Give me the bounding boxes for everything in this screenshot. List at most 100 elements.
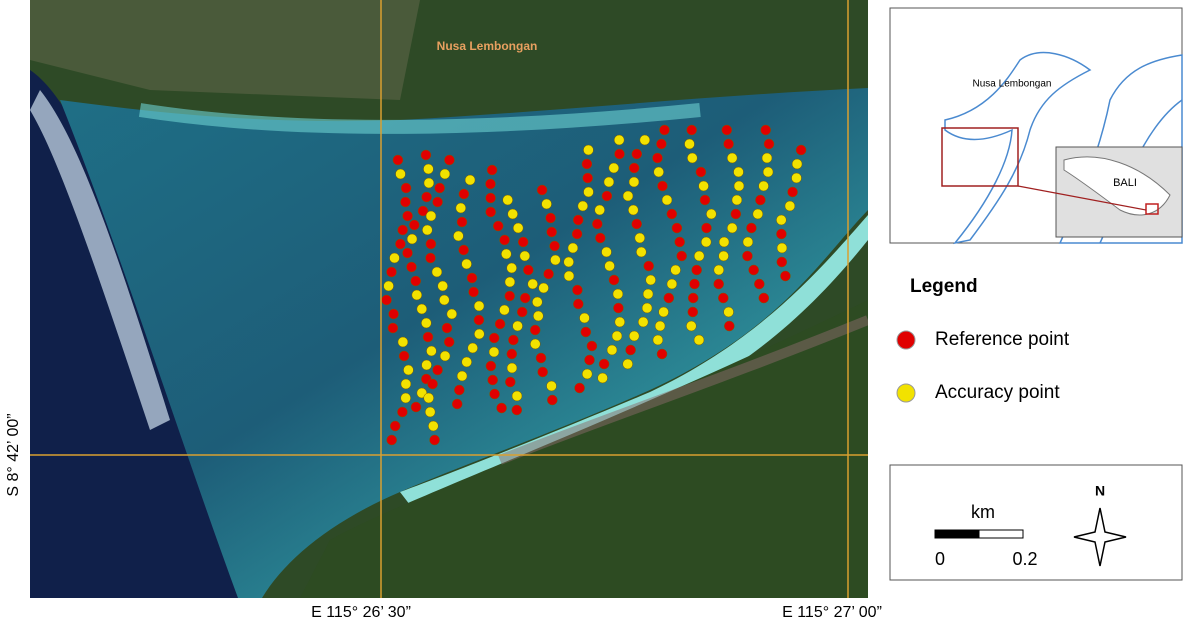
sample-point (434, 182, 445, 194)
sample-point (622, 190, 634, 202)
scale-unit: km (971, 502, 995, 522)
sample-point (389, 420, 401, 432)
sample-point (652, 152, 663, 164)
sample-point (397, 336, 409, 348)
sample-point (451, 398, 463, 410)
sample-point (446, 308, 458, 320)
sample-point (485, 192, 496, 204)
sample-point (511, 390, 523, 402)
sample-point (423, 392, 434, 404)
sample-point (389, 252, 400, 264)
sample-point (776, 214, 787, 226)
sample-point (763, 138, 775, 150)
sample-point (429, 434, 440, 446)
sample-point (387, 322, 399, 334)
sample-point (598, 358, 610, 370)
sample-point (628, 162, 640, 174)
sample-point (718, 236, 730, 248)
sample-point (567, 242, 579, 254)
sample-point (643, 260, 654, 272)
sample-point (758, 292, 770, 304)
sample-point (583, 144, 594, 156)
sample-point (506, 362, 518, 374)
sample-point (726, 222, 738, 234)
sample-point (654, 320, 666, 332)
sample-point (791, 172, 802, 184)
sample-point (606, 344, 618, 356)
longitude-label: E 115° 26’ 30” (311, 604, 411, 621)
sample-point (511, 404, 523, 416)
sample-point (432, 196, 443, 208)
sample-point (776, 228, 787, 240)
sample-point (499, 234, 510, 246)
sample-point (532, 296, 543, 308)
sample-point (432, 364, 443, 376)
sample-point (441, 322, 453, 334)
sample-point (392, 154, 404, 166)
sample-point (411, 289, 423, 301)
sample-point (752, 208, 764, 220)
sample-point (784, 200, 796, 212)
sample-point (456, 370, 468, 382)
sample-point (721, 124, 733, 136)
sample-point (400, 392, 411, 404)
sample-point (780, 270, 791, 282)
sample-point (687, 292, 699, 304)
sample-point (508, 334, 519, 346)
sample-point (455, 202, 467, 214)
sample-point (581, 368, 593, 380)
sample-point (742, 236, 754, 248)
sample-point (687, 306, 699, 318)
sample-point (496, 402, 507, 414)
sample-point (423, 163, 434, 175)
legend-title: Legend (910, 276, 978, 297)
sample-point (754, 278, 765, 290)
sample-point (425, 238, 437, 250)
sample-point (535, 352, 547, 364)
sample-point (755, 194, 766, 206)
sample-point (700, 236, 712, 248)
sample-point (582, 172, 593, 184)
sample-point (439, 294, 450, 306)
sample-point (760, 124, 771, 136)
sample-point (504, 276, 516, 288)
sample-point (386, 266, 397, 278)
sample-point (579, 312, 590, 324)
sample-point (486, 164, 498, 176)
sample-point (402, 247, 413, 259)
sample-point (488, 332, 500, 344)
sample-point (628, 330, 640, 342)
sample-point (398, 350, 410, 362)
legend-label: Accuracy point (935, 382, 1060, 403)
sample-point (422, 224, 433, 236)
sample-point (691, 264, 702, 276)
sample-point (546, 380, 557, 392)
sample-point (506, 262, 517, 274)
sample-point (505, 376, 516, 388)
sample-point (437, 280, 448, 292)
sample-point (381, 294, 392, 306)
sample-point (601, 190, 613, 202)
sample-point (516, 306, 528, 318)
north-label: N (1095, 483, 1105, 499)
sample-point (502, 194, 513, 206)
sample-point (523, 264, 534, 276)
sample-point (400, 182, 412, 194)
sample-point (795, 144, 807, 156)
sample-point (776, 242, 788, 254)
sample-point (494, 318, 506, 330)
sample-point (613, 134, 625, 146)
sample-point (674, 236, 685, 248)
sample-point (684, 138, 695, 150)
sample-point (604, 260, 615, 272)
sample-point (543, 268, 554, 280)
sample-point (541, 198, 552, 210)
sample-point (425, 210, 437, 222)
sample-point (718, 250, 729, 262)
sample-point (410, 275, 421, 287)
sample-point (439, 168, 451, 180)
sample-point (421, 359, 432, 371)
sample-point (468, 286, 479, 298)
sample-point (422, 331, 434, 343)
sample-point (636, 246, 647, 258)
